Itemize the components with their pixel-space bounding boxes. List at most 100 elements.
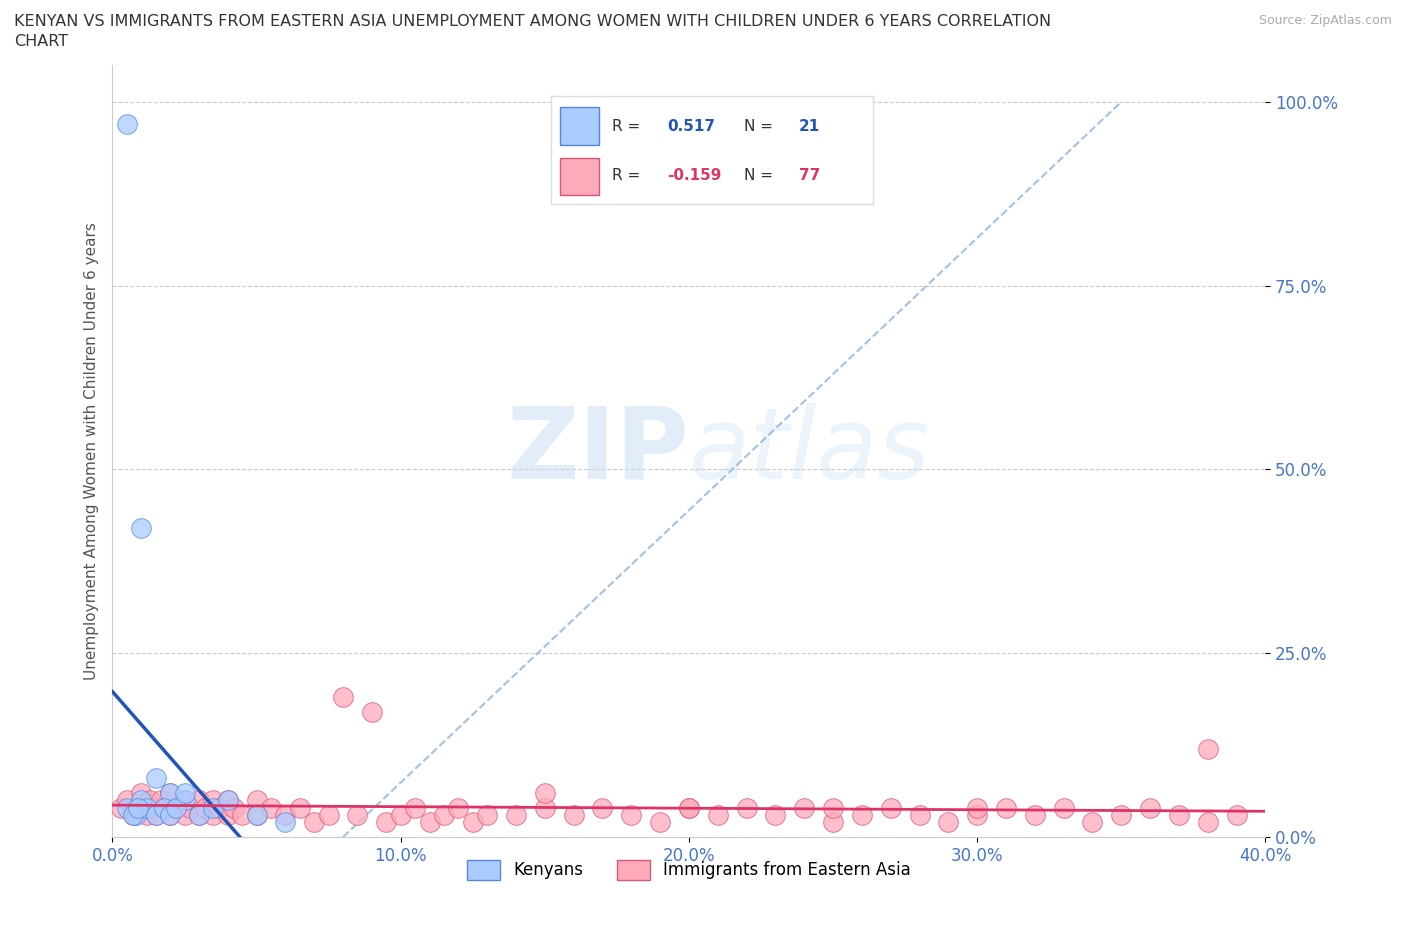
Point [145, 807, 167, 822]
Point [173, 792, 195, 807]
Point [139, 792, 162, 807]
Point [1226, 807, 1249, 822]
Point [121, 807, 143, 822]
Point [1197, 815, 1219, 830]
Y-axis label: Unemployment Among Women with Children Under 6 years: Unemployment Among Women with Children U… [83, 222, 98, 680]
Point [1139, 800, 1161, 815]
Point [127, 800, 149, 815]
Point [461, 815, 484, 830]
Point [145, 807, 167, 822]
Point [231, 807, 253, 822]
Point [145, 800, 167, 815]
Point [678, 800, 700, 815]
Point [765, 807, 787, 822]
Point [208, 800, 231, 815]
Text: CHART: CHART [14, 34, 67, 49]
Point [115, 116, 138, 131]
Point [150, 792, 173, 807]
Point [419, 815, 441, 830]
Point [202, 792, 225, 807]
Point [851, 807, 873, 822]
Point [332, 690, 354, 705]
Point [179, 800, 201, 815]
Point [274, 815, 297, 830]
Point [246, 807, 269, 822]
Point [246, 792, 269, 807]
Point [620, 807, 643, 822]
Point [389, 807, 412, 822]
Text: Source: ZipAtlas.com: Source: ZipAtlas.com [1258, 14, 1392, 27]
Point [404, 800, 426, 815]
Point [821, 815, 844, 830]
Point [447, 800, 470, 815]
Point [246, 807, 269, 822]
Point [121, 807, 143, 822]
Text: atlas: atlas [689, 403, 931, 499]
Point [592, 800, 614, 815]
Point [129, 786, 153, 801]
Point [433, 807, 456, 822]
Point [217, 792, 239, 807]
Point [202, 807, 225, 822]
Point [202, 800, 225, 815]
Point [1111, 807, 1133, 822]
Point [534, 800, 557, 815]
Point [173, 792, 195, 807]
Point [124, 800, 146, 815]
Point [304, 815, 326, 830]
Point [136, 807, 159, 822]
Point [288, 800, 311, 815]
Point [124, 807, 146, 822]
Point [153, 800, 176, 815]
Point [375, 815, 398, 830]
Point [129, 521, 153, 536]
Point [145, 771, 167, 786]
Point [136, 800, 159, 815]
Point [821, 800, 844, 815]
Point [1053, 800, 1076, 815]
Point [318, 807, 340, 822]
Point [995, 800, 1018, 815]
Point [735, 800, 758, 815]
Point [678, 800, 700, 815]
Point [159, 786, 181, 801]
Point [1081, 815, 1104, 830]
Point [650, 815, 672, 830]
Legend: Kenyans, Immigrants from Eastern Asia: Kenyans, Immigrants from Eastern Asia [460, 853, 918, 886]
Point [159, 786, 181, 801]
Point [274, 807, 297, 822]
Point [173, 786, 195, 801]
Point [707, 807, 730, 822]
Point [173, 807, 195, 822]
Point [188, 807, 211, 822]
Point [505, 807, 527, 822]
Point [908, 807, 931, 822]
Point [153, 800, 176, 815]
Point [534, 786, 557, 801]
Point [966, 800, 988, 815]
Text: KENYAN VS IMMIGRANTS FROM EASTERN ASIA UNEMPLOYMENT AMONG WOMEN WITH CHILDREN UN: KENYAN VS IMMIGRANTS FROM EASTERN ASIA U… [14, 14, 1052, 29]
Point [110, 800, 132, 815]
Point [217, 792, 239, 807]
Point [880, 800, 903, 815]
Point [165, 800, 187, 815]
Point [188, 807, 211, 822]
Point [360, 705, 382, 720]
Point [159, 807, 181, 822]
Point [115, 800, 138, 815]
Point [475, 807, 499, 822]
Text: ZIP: ZIP [506, 403, 689, 499]
Point [188, 792, 211, 807]
Point [115, 792, 138, 807]
Point [222, 800, 245, 815]
Point [159, 807, 181, 822]
Point [217, 807, 239, 822]
Point [194, 800, 217, 815]
Point [129, 792, 153, 807]
Point [562, 807, 585, 822]
Point [936, 815, 959, 830]
Point [966, 807, 988, 822]
Point [129, 800, 153, 815]
Point [793, 800, 815, 815]
Point [1197, 741, 1219, 756]
